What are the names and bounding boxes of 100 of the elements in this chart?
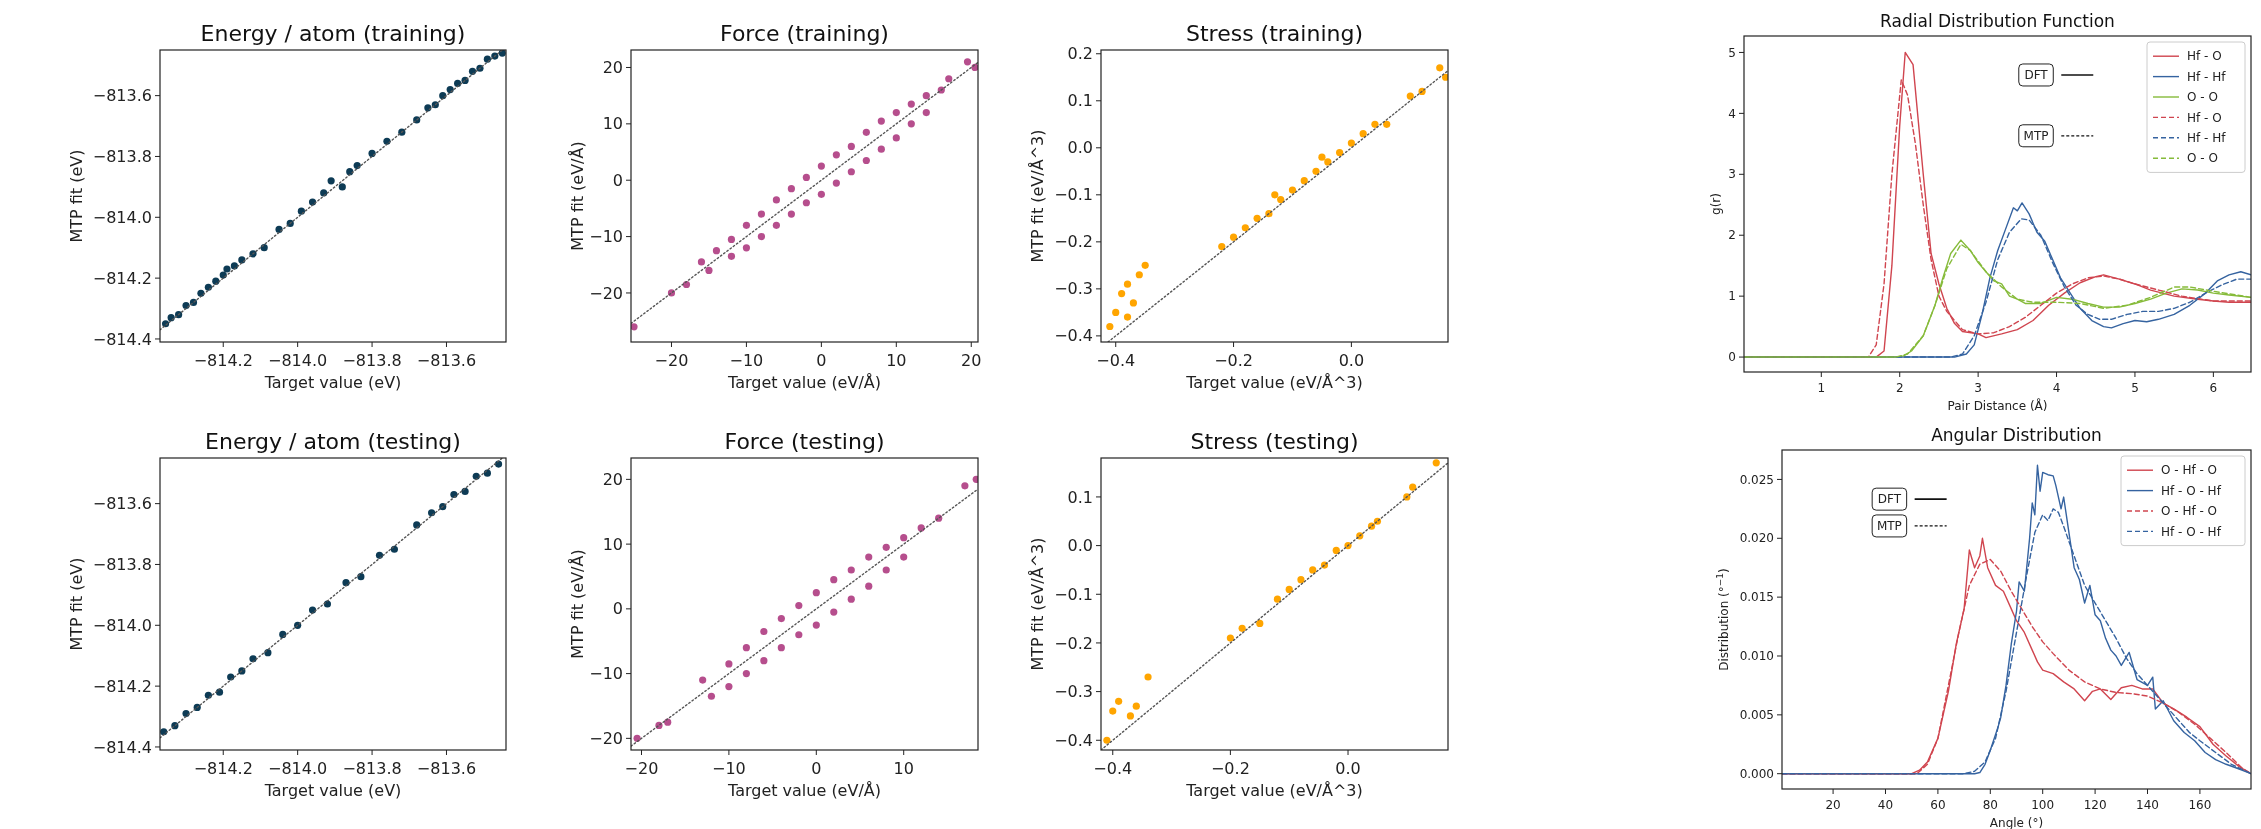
- x-tick-label: −20: [624, 759, 659, 778]
- y-tick-label: −0.1: [1054, 584, 1093, 604]
- point: [922, 108, 930, 117]
- y-tick-label: 20: [602, 469, 623, 489]
- y-tick-label: 0: [612, 170, 623, 190]
- x-tick-label: −814.0: [268, 759, 328, 778]
- point: [760, 627, 768, 636]
- x-tick-label: 0.0: [1338, 351, 1365, 370]
- y-tick-label: 2: [1728, 228, 1736, 243]
- x-tick-label: −20: [654, 351, 689, 370]
- point: [787, 210, 795, 218]
- y-tick-label: −814.4: [92, 737, 152, 757]
- annotation: DFT: [2024, 68, 2049, 83]
- y-axis-title: MTP fit (eV/Å^3): [1027, 537, 1047, 671]
- y-tick-label: 0.1: [1067, 91, 1093, 111]
- point: [357, 573, 365, 581]
- y-tick-label: 4: [1728, 106, 1736, 121]
- x-tick-label: 20: [1825, 798, 1841, 812]
- point: [1144, 673, 1152, 681]
- point: [1256, 619, 1264, 628]
- legend-label: Hf - O - Hf: [2161, 483, 2222, 498]
- x-tick-label: 120: [2083, 798, 2107, 812]
- y-tick-label: −814.2: [92, 676, 152, 696]
- y-tick-label: 0.025: [1739, 472, 1774, 487]
- point: [1112, 308, 1120, 316]
- point: [1141, 261, 1149, 269]
- point: [1135, 271, 1143, 279]
- y-tick-label: 0.005: [1739, 708, 1774, 723]
- point: [742, 244, 751, 252]
- point: [1285, 585, 1293, 593]
- point: [865, 553, 873, 561]
- point: [772, 196, 780, 204]
- point: [830, 608, 838, 616]
- point: [847, 168, 855, 176]
- point: [1271, 191, 1279, 199]
- point: [795, 602, 803, 610]
- point: [1273, 595, 1282, 603]
- x-axis-title: Target value (eV/Å^3): [1185, 373, 1363, 392]
- point: [892, 134, 900, 142]
- x-tick-label: 10: [886, 351, 907, 370]
- point: [725, 660, 733, 668]
- point: [1123, 280, 1132, 288]
- chart-title: Angular Distribution: [1931, 425, 2102, 445]
- y-tick-label: −813.8: [92, 147, 152, 167]
- point: [832, 151, 840, 159]
- point: [1324, 158, 1332, 166]
- annotation: DFT: [1877, 492, 1902, 507]
- y-axis-title: MTP fit (eV/Å^3): [1027, 129, 1047, 263]
- point: [760, 657, 768, 665]
- x-tick-label: −813.8: [342, 759, 402, 778]
- annotation: MTP: [2023, 128, 2049, 143]
- chart-title: Stress (testing): [1190, 429, 1359, 454]
- y-tick-label: −0.2: [1054, 232, 1093, 252]
- x-axis-title: Pair Distance (Å): [1947, 398, 2048, 413]
- point: [742, 221, 751, 229]
- point: [1312, 167, 1320, 175]
- x-tick-label: −0.4: [1096, 351, 1136, 370]
- point: [1318, 153, 1326, 161]
- y-tick-label: 1: [1728, 289, 1736, 304]
- annotation: MTP: [1876, 519, 1902, 534]
- point: [1409, 483, 1417, 491]
- y-axis-title: g(r): [1708, 193, 1723, 215]
- x-tick-label: −10: [712, 759, 746, 778]
- point: [353, 161, 361, 170]
- point: [1229, 233, 1238, 241]
- point: [812, 589, 820, 597]
- y-tick-label: −0.4: [1054, 730, 1093, 750]
- x-axis-title: Target value (eV): [263, 373, 402, 392]
- chart-title: Radial Distribution Function: [1880, 11, 2115, 31]
- x-tick-label: 0: [811, 759, 822, 778]
- x-tick-label: −10: [729, 351, 764, 370]
- point: [297, 207, 305, 215]
- point: [882, 543, 890, 551]
- point: [757, 210, 766, 218]
- x-axis-title: Target value (eV/Å): [727, 781, 881, 800]
- point: [1218, 242, 1226, 251]
- x-tick-label: −0.2: [1210, 759, 1250, 778]
- point: [1383, 120, 1391, 128]
- x-tick-label: −0.2: [1214, 351, 1253, 370]
- chart-title: Energy / atom (training): [200, 21, 466, 46]
- y-axis-title: MTP fit (eV): [67, 149, 87, 243]
- point: [1432, 459, 1440, 467]
- point: [817, 190, 825, 198]
- point: [707, 692, 716, 700]
- point: [795, 631, 803, 639]
- x-tick-label: 2: [1895, 381, 1904, 395]
- y-tick-label: −813.6: [92, 494, 152, 514]
- legend-label: Hf - O - Hf: [2161, 524, 2222, 539]
- x-tick-label: 60: [1930, 798, 1946, 812]
- point: [1123, 313, 1132, 321]
- y-tick-label: 5: [1728, 45, 1736, 60]
- x-axis-title: Target value (eV/Å^3): [1185, 781, 1363, 800]
- point: [961, 482, 969, 490]
- point: [1126, 712, 1135, 720]
- point: [802, 173, 810, 181]
- point: [712, 247, 721, 255]
- y-tick-label: 20: [602, 58, 623, 78]
- x-tick-label: 100: [2031, 798, 2055, 812]
- point: [327, 177, 335, 185]
- y-tick-label: −814.0: [92, 615, 152, 635]
